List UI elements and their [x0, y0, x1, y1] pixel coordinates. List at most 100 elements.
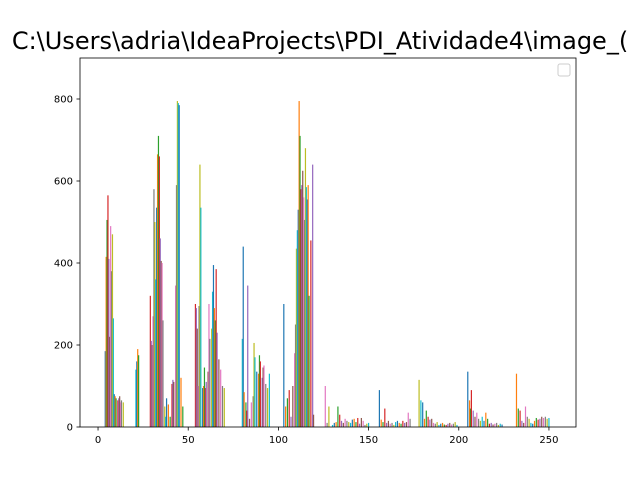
histogram-bar — [546, 418, 548, 427]
histogram-bar — [207, 371, 209, 427]
histogram-bar — [241, 338, 243, 427]
histogram-bar — [456, 424, 458, 427]
histogram-bar — [211, 328, 213, 427]
histogram-bar — [523, 422, 525, 427]
histogram-bar — [542, 417, 545, 427]
histogram-bar — [285, 406, 287, 427]
histogram-bar — [312, 414, 315, 427]
histogram-bar — [470, 390, 472, 427]
histogram-bar — [355, 422, 357, 427]
histogram-bar — [268, 373, 270, 427]
histogram-bar — [195, 308, 197, 427]
x-tick-label: 50 — [182, 435, 195, 446]
histogram-bar — [245, 402, 247, 427]
histogram-bar — [312, 164, 314, 427]
histogram-bar — [105, 256, 107, 427]
histogram-bar — [404, 422, 406, 427]
y-tick-label: 800 — [54, 95, 73, 106]
histogram-bar — [389, 423, 391, 427]
histogram-bar — [202, 386, 205, 427]
histogram-bar — [364, 424, 366, 427]
histogram-bar — [478, 418, 480, 427]
histogram-bar — [159, 238, 161, 427]
y-tick-label: 600 — [54, 177, 73, 188]
histogram-bar — [252, 396, 254, 427]
histogram-bar — [295, 248, 298, 427]
histogram-bar — [548, 417, 550, 427]
histogram-bar — [358, 423, 361, 427]
histogram-bar — [326, 422, 328, 427]
histogram-bar — [432, 422, 435, 427]
histogram-bar — [519, 410, 521, 427]
histogram-bar — [308, 295, 310, 427]
histogram-bar — [115, 398, 117, 427]
histogram-bar — [176, 101, 178, 428]
histogram-bar — [263, 365, 265, 427]
histogram-bar — [310, 240, 312, 427]
x-tick-label: 0 — [95, 435, 101, 446]
histogram-bar — [499, 423, 501, 427]
histogram-bar — [339, 414, 341, 427]
histogram-bar — [112, 318, 114, 427]
histogram-bar — [440, 423, 442, 427]
histogram-bar — [175, 185, 178, 427]
histogram-bar — [537, 419, 539, 427]
histogram-bar — [243, 392, 245, 427]
histogram-bar — [532, 423, 534, 427]
histogram-bar — [199, 164, 201, 427]
histogram-bar — [158, 156, 160, 427]
histogram-bar — [197, 386, 199, 427]
histogram-bar — [253, 342, 255, 427]
histogram-bar — [155, 279, 157, 427]
histogram-bar — [220, 369, 222, 427]
histogram-bar — [333, 422, 335, 427]
y-tick-label: 0 — [67, 423, 73, 434]
histogram-bar — [265, 383, 267, 427]
histogram-bar — [204, 388, 206, 427]
histogram-bar — [164, 406, 166, 427]
histogram-bar — [474, 416, 476, 427]
histogram-bar — [438, 424, 440, 427]
histogram-bar — [468, 400, 471, 427]
histogram-bar — [342, 422, 344, 427]
histogram-bar — [109, 336, 111, 427]
histogram-bar — [259, 361, 261, 427]
histogram-bar — [420, 400, 422, 427]
histogram-bar — [117, 400, 119, 427]
histogram-bar — [544, 416, 546, 427]
histogram-bar — [171, 383, 173, 427]
axes-layer: 0 50 100 150 200 250 0 200 400 600 800 — [54, 57, 577, 446]
histogram-bar — [427, 416, 429, 427]
histogram-bar — [479, 420, 482, 427]
histogram-bar — [521, 420, 523, 427]
histogram-bar — [294, 324, 297, 427]
histogram-bar — [111, 234, 114, 427]
histogram-bar — [384, 408, 386, 427]
histogram-bar — [104, 351, 106, 427]
histogram-bar — [533, 420, 536, 427]
histogram-bar — [485, 412, 487, 427]
histogram-bar — [177, 103, 179, 427]
histogram-bar — [256, 371, 258, 427]
x-tick-label: 150 — [359, 435, 378, 446]
histogram-bar — [110, 271, 113, 427]
histogram-bar — [483, 420, 485, 427]
histogram-bar — [152, 316, 154, 427]
histogram-bar — [215, 269, 217, 427]
histogram-bar — [108, 258, 110, 427]
histogram-bar — [198, 306, 200, 427]
histogram-bar — [258, 355, 261, 427]
histogram-bar — [257, 373, 260, 427]
histogram-bar — [114, 396, 116, 427]
histogram-bar — [305, 187, 307, 427]
histogram-bar — [472, 410, 474, 427]
histogram-bar — [169, 416, 171, 427]
histogram-bar — [400, 423, 402, 427]
histogram-bar — [496, 422, 498, 427]
histogram-bar — [156, 207, 158, 427]
histogram-bar — [119, 396, 121, 427]
histogram-bar — [541, 416, 543, 427]
histogram-bar — [447, 423, 449, 427]
histogram-bar — [407, 412, 409, 427]
histogram-bar — [425, 410, 427, 427]
